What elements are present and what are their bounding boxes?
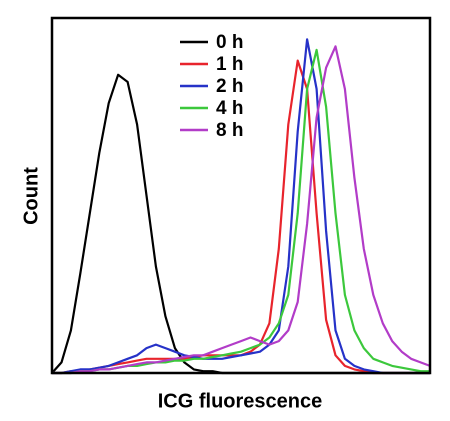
y-axis-label: Count [20,167,42,225]
legend-label: 4 h [216,98,243,119]
series-line [52,38,430,375]
series-line [52,45,431,375]
legend-label: 2 h [216,76,243,97]
legend-label: 8 h [216,120,243,141]
x-axis-label: ICG fluorescence [158,390,323,412]
legend-label: 1 h [216,54,243,75]
legend-label: 0 h [216,32,243,53]
plot-frame [50,16,432,375]
